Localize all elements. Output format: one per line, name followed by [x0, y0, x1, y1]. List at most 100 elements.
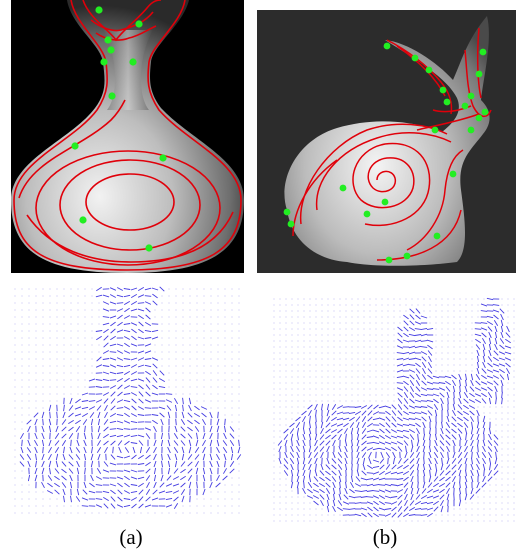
field-glyph [182, 454, 183, 460]
field-glyph [404, 441, 408, 446]
field-glyph [440, 393, 445, 397]
field-glyph [349, 496, 355, 498]
field-glyph [124, 491, 130, 494]
field-glyph [355, 407, 361, 408]
field-glyph [410, 321, 415, 325]
field-glyph [291, 470, 292, 476]
field-glyph [210, 440, 212, 446]
field-glyph [481, 375, 486, 378]
field-glyph [410, 399, 415, 403]
field-glyph [439, 483, 445, 486]
field-glyph [385, 509, 391, 510]
field-glyph [463, 405, 468, 408]
field-glyph [404, 405, 408, 410]
field-glyph [343, 423, 348, 427]
field-glyph [410, 380, 414, 385]
field-glyph [131, 309, 137, 311]
field-glyph [397, 436, 403, 438]
field-glyph [189, 447, 191, 453]
bunny-render-svg [257, 10, 516, 273]
field-glyph [64, 496, 65, 502]
field-glyph [153, 370, 157, 375]
field-glyph [379, 490, 385, 492]
field-glyph [42, 468, 44, 474]
field-glyph [465, 482, 467, 488]
field-glyph [409, 365, 415, 366]
field-glyph [481, 323, 487, 324]
field-glyph [124, 359, 130, 360]
field-glyph [103, 351, 109, 354]
field-glyph [230, 461, 234, 466]
field-glyph [343, 502, 349, 505]
field-glyph [175, 461, 176, 467]
field-glyph [373, 466, 379, 467]
field-glyph [91, 461, 92, 467]
field-glyph [422, 489, 426, 494]
field-glyph [146, 385, 150, 390]
field-glyph [367, 473, 373, 474]
field-glyph [55, 469, 59, 474]
field-glyph [430, 470, 431, 476]
field-glyph [357, 422, 359, 428]
field-glyph [470, 416, 473, 421]
field-glyph [224, 426, 225, 432]
field-glyph [96, 295, 102, 297]
field-glyph [404, 398, 408, 403]
field-glyph [500, 375, 504, 380]
field-glyph [397, 346, 403, 349]
field-glyph [131, 323, 137, 326]
field-glyph [398, 458, 401, 463]
field-glyph [465, 452, 468, 458]
field-glyph [416, 428, 419, 434]
field-glyph [429, 458, 432, 464]
field-glyph [174, 433, 177, 438]
field-glyph [310, 422, 311, 428]
field-glyph [315, 458, 318, 464]
field-glyph [22, 440, 23, 446]
field-glyph [104, 462, 108, 467]
field-glyph [28, 475, 29, 481]
field-glyph [361, 508, 367, 510]
field-glyph [181, 483, 186, 487]
field-glyph [131, 365, 137, 368]
field-glyph [35, 419, 37, 425]
field-glyph [332, 404, 335, 409]
field-glyph [507, 326, 510, 332]
field-glyph [194, 420, 199, 424]
field-glyph [373, 501, 378, 505]
field-glyph [340, 488, 341, 494]
field-glyph [110, 435, 116, 436]
field-glyph [391, 472, 397, 474]
field-glyph [397, 479, 403, 480]
field-glyph [439, 383, 445, 384]
field-glyph [167, 406, 171, 411]
field-glyph [494, 471, 498, 476]
field-glyph [47, 483, 52, 487]
field-glyph [326, 465, 330, 470]
field-glyph [110, 295, 116, 298]
field-glyph [195, 455, 199, 460]
field-glyph [76, 496, 80, 501]
field-glyph [166, 505, 172, 507]
field-glyph [368, 405, 373, 409]
field-glyph [465, 476, 467, 482]
field-glyph [327, 494, 329, 500]
field-glyph [415, 335, 421, 336]
field-glyph [379, 423, 384, 427]
field-glyph [217, 419, 219, 425]
field-glyph [470, 495, 474, 500]
field-glyph [346, 482, 347, 488]
field-glyph [145, 371, 150, 375]
field-glyph [138, 477, 144, 479]
field-glyph [110, 386, 116, 389]
field-glyph [173, 491, 179, 494]
field-glyph [392, 465, 397, 469]
field-glyph [339, 476, 341, 482]
field-glyph [460, 482, 461, 488]
field-glyph [392, 423, 397, 427]
field-glyph [391, 485, 397, 486]
field-glyph [91, 475, 94, 481]
field-glyph [139, 385, 144, 389]
field-glyph [489, 350, 491, 356]
field-glyph [230, 469, 235, 473]
